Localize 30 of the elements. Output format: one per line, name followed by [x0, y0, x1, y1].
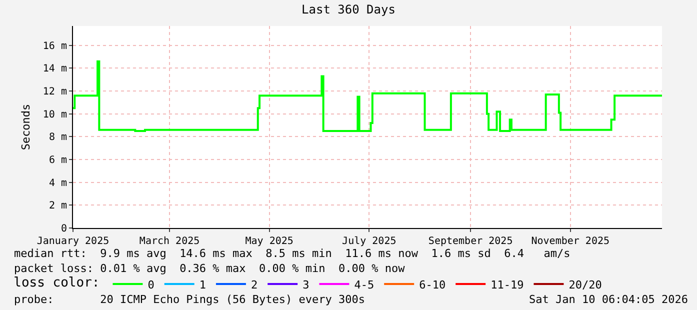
x-tick-label: March 2025	[139, 236, 200, 247]
x-tick-label: January 2025	[36, 236, 110, 247]
text: median rtt: 9.9 ms avg 14.6 ms max 8.5 ms min 11.6 ms now 1.6 ms sd 6.4 am/s	[14, 247, 570, 260]
legend-label: 0	[148, 278, 154, 292]
x-tick-label: July 2025	[342, 236, 396, 247]
y-tick-label: 6 m	[48, 155, 67, 166]
y-tick-label: 16 m	[42, 40, 67, 52]
y-tick-label: 14 m	[42, 64, 67, 75]
text: probe: 20 ICMP Echo Pings (56 Bytes) every 300s	[14, 293, 365, 306]
y-tick-label: 8 m	[48, 132, 67, 144]
text: Sat Jan 10 06:04:05 2026	[529, 293, 688, 306]
legend-label: 4-5	[354, 278, 374, 292]
legend-label: 20/20	[568, 278, 602, 292]
legend-label: 1	[199, 278, 206, 292]
y-tick-label: 4 m	[48, 178, 67, 189]
chart-title: Last 360 Days	[302, 2, 396, 16]
legend-label: 2	[250, 278, 258, 292]
y-tick-label: 10 m	[42, 109, 67, 120]
x-tick-label: September 2025	[428, 236, 513, 247]
legend-label: 3	[302, 278, 310, 292]
x-tick-label: May 2025	[245, 236, 294, 247]
text: packet loss: 0.01 % avg 0.36 % max 0.00 % min 0.00 % now	[14, 262, 406, 275]
y-tick-label: 2 m	[48, 200, 67, 212]
y-tick-label: 0	[60, 224, 67, 234]
legend-label: 11-19	[490, 278, 524, 292]
legend-label: 6-10	[419, 278, 446, 292]
legend-title: loss color:	[14, 275, 100, 290]
y-axis-title: Seconds	[20, 104, 33, 150]
y-tick-label: 12 m	[42, 86, 67, 98]
x-tick-label: November 2025	[531, 236, 610, 247]
